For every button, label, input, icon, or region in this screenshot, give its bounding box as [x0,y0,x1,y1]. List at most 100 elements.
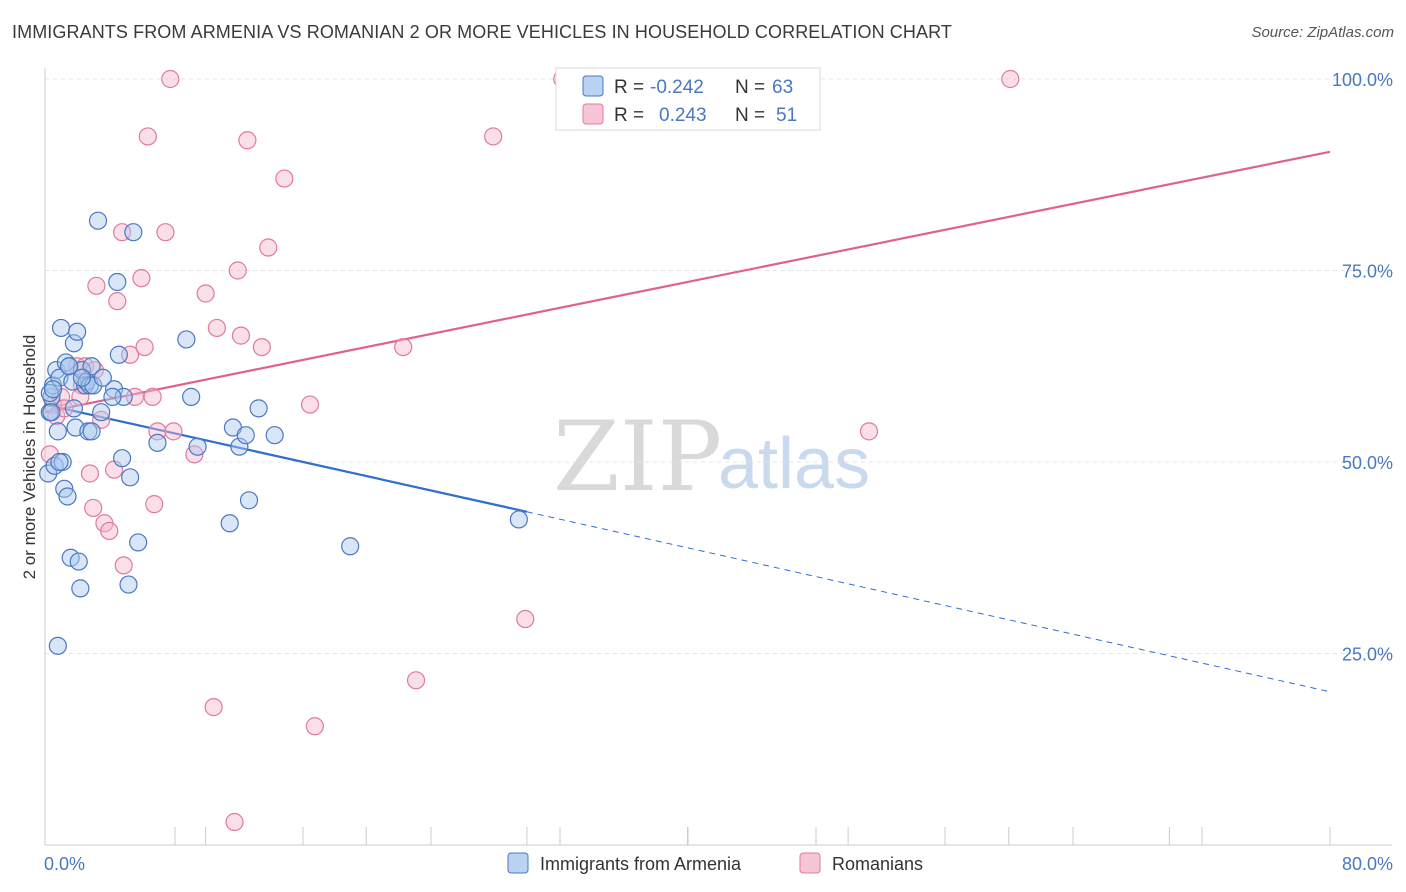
armenia-point-40 [182,387,201,406]
romanians-point-20 [132,269,151,288]
y-tick-label-25: 25.0% [1342,645,1393,665]
romanians-point-13 [100,521,119,541]
armenia-point-31 [108,272,127,292]
series-armenia-points [39,211,528,655]
romanians-point-37 [252,338,271,357]
armenia-point-59 [42,403,61,422]
romanians-point-26 [156,223,175,242]
romanians-point-21 [135,338,154,357]
armenia-point-56 [72,368,92,387]
romanians-point-39 [275,169,294,188]
watermark-atlas: atlas [718,424,870,504]
romanians-point-9 [84,498,103,518]
romanians-point-41 [305,717,324,736]
armenia-point-8 [51,318,71,338]
legend-r-value-armenia: -0.242 [650,77,704,98]
armenia-point-45 [236,426,255,445]
armenia-point-62 [93,368,112,387]
romanians-point-34 [228,261,247,280]
x-tick-labels: 0.0% 80.0% [44,854,1393,874]
armenia-point-37 [129,533,148,552]
romanians-point-40 [300,395,320,414]
romanians-point-42 [394,338,413,357]
armenia-point-18 [68,322,87,341]
armenia-point-32 [109,345,128,364]
armenia-point-50 [509,510,528,529]
romanians-point-30 [196,284,215,303]
romanians-point-47 [859,422,879,441]
romanians-point-35 [231,326,251,345]
romanians-point-31 [204,698,223,717]
bottom-legend-swatch-romanians [799,852,821,874]
legend-r-label-armenia: R = [614,77,644,98]
armenia-point-60 [64,399,84,418]
trendlines [44,150,1331,693]
armenia-point-39 [177,330,196,349]
romanians-point-10 [87,276,106,295]
legend-n-label-armenia: N = [735,77,765,98]
chart-title: IMMIGRANTS FROM ARMENIA VS ROMANIAN 2 OR… [12,22,952,42]
romanians-point-15 [108,292,127,311]
armenia-point-41 [188,437,207,456]
legend-swatch-armenia [582,75,604,97]
romanians-point-33 [225,812,244,832]
armenia-point-29 [92,403,111,422]
romanians-point-28 [164,422,183,441]
bottom-legend-swatch-armenia [507,852,529,874]
armenia-point-47 [249,399,268,418]
armenia-point-19 [69,552,88,571]
y-tick-label-75: 75.0% [1342,262,1393,282]
legend-r-label-romanians: R = [614,105,644,126]
bottom-legend-label-romanians: Romanians [832,854,923,874]
armenia-point-12 [58,487,77,506]
armenia-point-53 [43,380,63,399]
romanians-point-45 [516,609,535,629]
romanians-point-27 [161,69,180,89]
armenia-point-55 [59,357,79,376]
watermark-zip: ZIP [553,401,722,513]
axes [44,68,1392,846]
armenia-point-30 [104,380,124,399]
legend-n-label-romanians: N = [735,105,765,126]
romanians-point-32 [207,318,226,338]
romanians-point-44 [484,127,503,146]
source-label: Source: ZipAtlas.com [1251,24,1394,41]
bottom-legend-label-armenia: Immigrants from Armenia [540,854,742,874]
armenia-point-61 [82,422,101,441]
armenia-point-16 [64,334,84,353]
armenia-point-48 [265,426,284,445]
gridlines [45,78,1392,654]
armenia-point-44 [230,437,249,456]
armenia-point-54 [50,452,69,472]
y-tick-label-50: 50.0% [1342,453,1393,473]
armenia-point-52 [48,636,67,655]
romanians-point-8 [80,464,100,483]
x-tick-label-max: 80.0% [1342,854,1393,874]
armenia-point-58 [103,387,122,406]
trendline-romanians [44,150,1331,414]
bottom-legend: Immigrants from Armenia Romanians [507,852,923,874]
armenia-point-28 [88,211,108,230]
legend-n-value-armenia: 63 [772,77,793,98]
trendline-armenia [44,403,528,513]
armenia-point-33 [112,449,132,468]
romanians-point-48 [1001,69,1020,89]
romanians-point-17 [114,556,133,575]
y-tick-label-100: 100.0% [1332,70,1393,90]
romanians-point-36 [238,131,257,150]
armenia-point-46 [239,491,259,510]
trendline-armenia-extension [526,511,1331,693]
legend-swatch-romanians [582,103,604,125]
armenia-point-42 [220,514,239,533]
watermark: ZIP atlas [553,401,870,513]
armenia-point-6 [48,422,67,441]
legend-n-value-romanians: 51 [776,105,797,126]
armenia-point-20 [71,579,90,598]
y-tick-labels: 100.0% 75.0% 50.0% 25.0% [1332,70,1393,665]
armenia-point-57 [119,575,138,594]
y-axis-label: 2 or more Vehicles in Household [20,335,39,580]
armenia-point-49 [341,537,360,556]
romanians-point-23 [143,387,162,406]
romanians-point-38 [259,238,278,257]
legend-box: R = -0.242 N = 63 R = 0.243 N = 51 [555,67,821,131]
